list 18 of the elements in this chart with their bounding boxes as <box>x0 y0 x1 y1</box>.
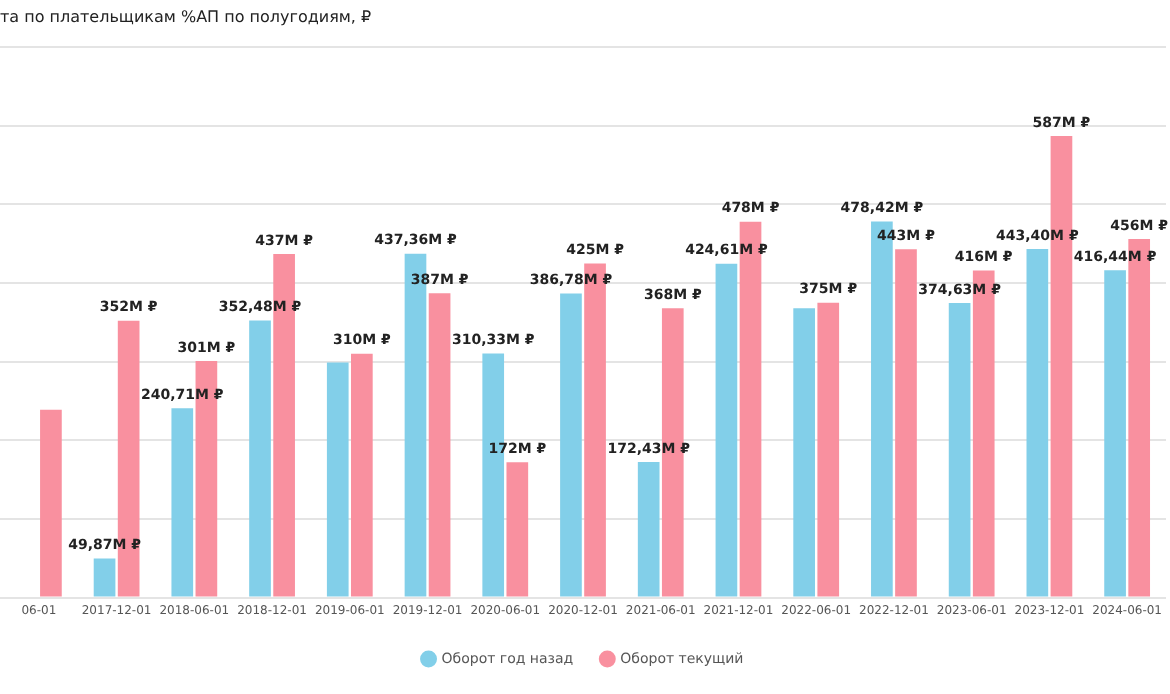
bar <box>560 293 582 597</box>
bar <box>793 308 815 597</box>
bar <box>715 263 738 597</box>
bar <box>895 249 917 597</box>
bar <box>93 558 116 597</box>
bar <box>948 303 971 597</box>
chart-title: та по плательщикам %АП по полугодиям, ₽ <box>0 7 372 26</box>
bar <box>506 462 529 597</box>
bar <box>351 353 373 597</box>
bar <box>171 408 194 597</box>
bar <box>1026 248 1049 597</box>
bar <box>428 293 451 597</box>
bar <box>249 320 271 597</box>
bar <box>637 462 660 597</box>
bar <box>1104 270 1126 597</box>
bar <box>326 362 349 597</box>
bar <box>40 409 62 597</box>
bar <box>817 302 840 597</box>
